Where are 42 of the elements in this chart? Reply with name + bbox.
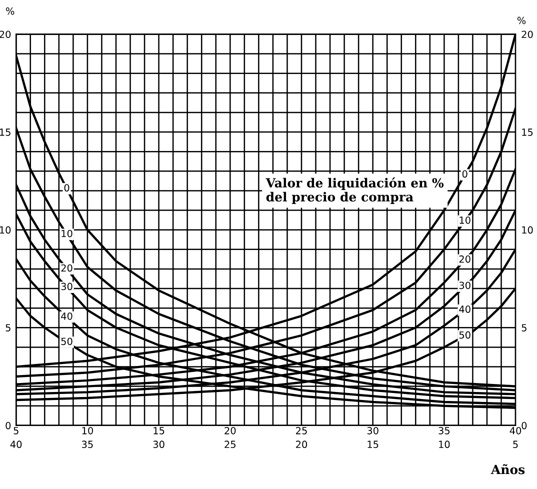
y-tick-label: 15	[0, 128, 10, 136]
x2-tick-label: 5	[513, 440, 518, 448]
x2-tick-label: 15	[368, 440, 378, 448]
y2-tick-label: 5	[522, 324, 526, 332]
y-tick-label: 5	[6, 324, 10, 332]
x-tick-label: 5	[14, 427, 18, 434]
y-tick-label: 0	[6, 422, 11, 430]
series-label: 10	[62, 230, 72, 238]
series-label: 30	[459, 282, 470, 290]
y-axis-title: %	[6, 7, 14, 15]
x2-tick-label: 20	[296, 440, 308, 448]
x2-tick-label: 35	[82, 440, 93, 448]
series-label: 40	[61, 312, 72, 320]
y2-tick-label: 10	[522, 226, 533, 234]
x-tick-label: 10	[82, 426, 93, 434]
series-label: 0	[64, 184, 70, 192]
y2-axis-title: %	[517, 16, 526, 24]
series-label: 0	[462, 170, 468, 178]
x2-tick-label: 40	[10, 440, 22, 448]
x-axis-title: Años	[490, 464, 525, 474]
x2-tick-label: 25	[224, 440, 236, 448]
series-label: 50	[61, 338, 72, 346]
x-tick-label: 20	[224, 426, 236, 434]
x-tick-label: 30	[367, 426, 378, 434]
x2-tick-label: 30	[153, 440, 164, 448]
series-label: 20	[459, 255, 470, 263]
annotation: Valor de liquidación en % del precio de compra	[266, 177, 444, 204]
series-label: 30	[61, 282, 72, 290]
y2-tick-label: 20	[522, 30, 533, 38]
x-tick-label: 40	[510, 426, 522, 434]
y-tick-label: 20	[0, 30, 11, 38]
x-tick-label: 15	[154, 427, 164, 434]
y2-tick-label: 0	[522, 422, 527, 430]
y-tick-label: 10	[0, 226, 11, 234]
series-label: 20	[61, 264, 72, 272]
series-label: 50	[459, 331, 470, 339]
series-label: 10	[460, 216, 470, 224]
x-tick-label: 25	[296, 426, 307, 434]
series-label: 40	[459, 306, 470, 313]
x-tick-label: 35	[438, 426, 450, 434]
y2-tick-label: 15	[522, 128, 533, 136]
x2-tick-label: 10	[439, 440, 450, 448]
